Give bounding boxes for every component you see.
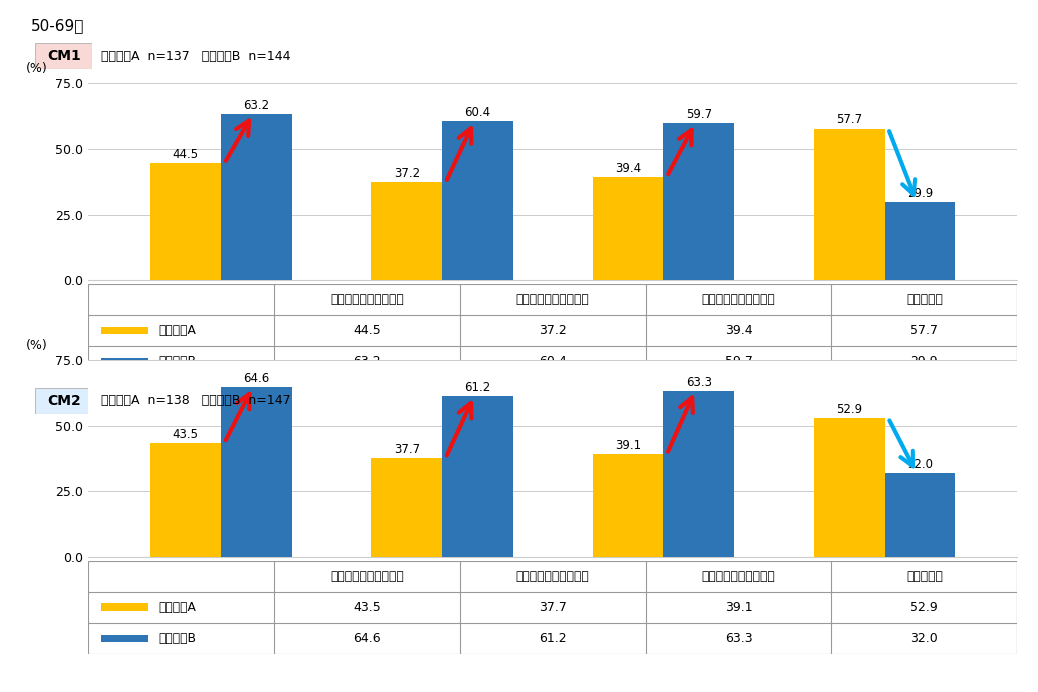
- Text: 広告を目障りに感じる: 広告を目障りに感じる: [702, 293, 775, 306]
- Text: 60.4: 60.4: [539, 355, 567, 368]
- Text: 39.4: 39.4: [725, 324, 753, 337]
- Text: パターンA  n=137   パターンB  n=144: パターンA n=137 パターンB n=144: [101, 50, 291, 62]
- Text: 63.3: 63.3: [725, 632, 753, 645]
- Text: 50-69歳: 50-69歳: [31, 18, 84, 33]
- Text: 39.4: 39.4: [614, 161, 641, 174]
- Bar: [442, 396, 513, 557]
- Text: 52.9: 52.9: [836, 403, 863, 416]
- Text: 広告で注意をそがれる: 広告で注意をそがれる: [516, 570, 590, 583]
- Y-axis label: (%): (%): [26, 62, 48, 75]
- Bar: [151, 163, 221, 280]
- Text: 広告を煩わしく感じる: 広告を煩わしく感じる: [330, 570, 404, 583]
- Text: CM2: CM2: [47, 394, 81, 408]
- Text: 39.1: 39.1: [614, 439, 641, 452]
- Text: 52.9: 52.9: [910, 601, 938, 614]
- Text: 29.9: 29.9: [910, 355, 938, 368]
- Text: パターンA: パターンA: [159, 324, 197, 337]
- Text: 29.9: 29.9: [907, 187, 933, 199]
- Text: パターンB: パターンB: [159, 632, 197, 645]
- Bar: [221, 388, 292, 557]
- Bar: [593, 176, 663, 280]
- Bar: [221, 114, 292, 280]
- Text: 広告を目障りに感じる: 広告を目障りに感じる: [702, 570, 775, 583]
- Text: 60.4: 60.4: [464, 107, 491, 119]
- Bar: [884, 473, 955, 557]
- Bar: [372, 458, 442, 557]
- Text: 59.7: 59.7: [725, 355, 753, 368]
- Text: 39.1: 39.1: [725, 601, 753, 614]
- Text: パターンA  n=138   パターンB  n=147: パターンA n=138 パターンB n=147: [101, 394, 291, 407]
- Text: 44.5: 44.5: [353, 324, 381, 337]
- Text: 広告受容性: 広告受容性: [906, 570, 943, 583]
- Text: CM1: CM1: [47, 49, 81, 63]
- Text: 37.7: 37.7: [393, 443, 419, 456]
- Text: パターンB: パターンB: [159, 355, 197, 368]
- Text: 63.2: 63.2: [353, 355, 381, 368]
- Text: 広告受容性: 広告受容性: [906, 293, 943, 306]
- Bar: [102, 358, 147, 365]
- Text: 63.2: 63.2: [243, 99, 270, 112]
- Bar: [372, 183, 442, 280]
- Y-axis label: (%): (%): [26, 339, 48, 352]
- Text: 32.0: 32.0: [907, 458, 933, 471]
- Text: 広告を煩わしく感じる: 広告を煩わしく感じる: [330, 293, 404, 306]
- Text: 43.5: 43.5: [172, 428, 198, 441]
- Text: 44.5: 44.5: [172, 148, 198, 161]
- Bar: [151, 443, 221, 557]
- Bar: [442, 121, 513, 280]
- Text: パターンA: パターンA: [159, 601, 197, 614]
- Text: 63.3: 63.3: [686, 376, 712, 388]
- Text: 61.2: 61.2: [464, 381, 491, 394]
- Text: 57.7: 57.7: [836, 113, 863, 127]
- Text: 57.7: 57.7: [910, 324, 938, 337]
- Bar: [102, 635, 147, 642]
- Text: 64.6: 64.6: [353, 632, 381, 645]
- Text: 64.6: 64.6: [243, 372, 270, 385]
- Bar: [663, 390, 734, 557]
- Text: 61.2: 61.2: [539, 632, 567, 645]
- Bar: [663, 123, 734, 280]
- Bar: [814, 418, 884, 557]
- Bar: [102, 603, 147, 611]
- Bar: [814, 129, 884, 280]
- Text: 32.0: 32.0: [910, 632, 938, 645]
- Bar: [593, 454, 663, 557]
- Bar: [102, 327, 147, 334]
- Bar: [884, 201, 955, 280]
- Text: 37.2: 37.2: [393, 167, 419, 181]
- Text: 43.5: 43.5: [353, 601, 381, 614]
- Text: 37.2: 37.2: [539, 324, 567, 337]
- Text: 59.7: 59.7: [686, 108, 712, 121]
- Text: 広告で注意をそがれる: 広告で注意をそがれる: [516, 293, 590, 306]
- Text: 37.7: 37.7: [539, 601, 567, 614]
